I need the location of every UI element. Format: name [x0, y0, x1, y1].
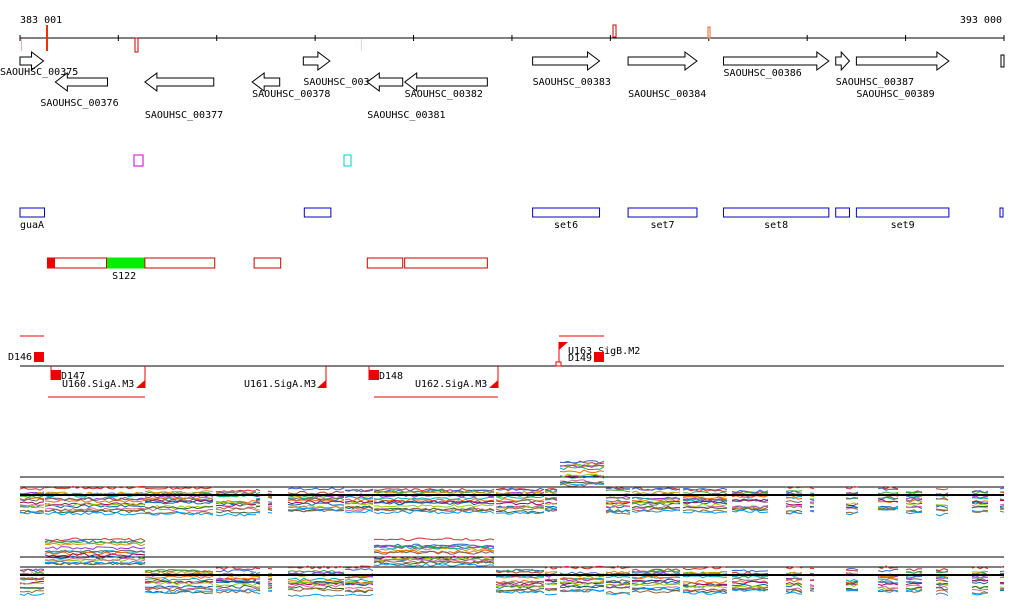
regulon[interactable]: [253, 257, 282, 269]
snp-marker[interactable]: [707, 26, 711, 39]
gene-saouhsc-00384[interactable]: SAOUHSC_00384: [627, 51, 706, 100]
gene-track: SAOUHSC_00375 SAOUHSC_00376 SAOUHSC_00377 S…: [0, 50, 1005, 121]
gene-label: SAOUHSC_00383: [533, 77, 611, 88]
gene-saouhsc-00376[interactable]: SAOUHSC_00376: [40, 72, 119, 109]
operon-set8[interactable]: set8: [723, 207, 830, 231]
promoter-label: U162.SigA.M3: [415, 379, 487, 390]
regulon-start-block: [47, 258, 55, 268]
gene-label: SAOUHSC_00384: [628, 89, 706, 100]
ruler-end-label: 393 000: [960, 15, 1002, 26]
promoter-label: D146: [8, 352, 32, 363]
operon-label: set7: [650, 220, 674, 231]
operon-guaA[interactable]: guaA: [19, 207, 46, 231]
gene-saouhsc-00375[interactable]: SAOUHSC_00375: [0, 50, 78, 78]
operon-label: set9: [891, 220, 915, 231]
gene-saouhsc-00386[interactable]: SAOUHSC_00386: [723, 51, 830, 79]
expression-track-plus: [19, 460, 1005, 517]
motif-marker[interactable]: [133, 154, 144, 167]
gene-saouhsc-00387[interactable]: SAOUHSC_00387: [835, 50, 914, 88]
promoter-u160-siga-m3[interactable]: U160.SigA.M3: [48, 366, 146, 398]
regulon[interactable]: [46, 257, 108, 269]
promoter-d146[interactable]: D146: [8, 335, 44, 363]
gene-label: SAOUHSC_00386: [724, 68, 802, 79]
gene-saouhsc-00389[interactable]: SAOUHSC_00389: [855, 51, 950, 100]
promoter-d149[interactable]: D149: [568, 352, 604, 364]
ruler-start-label: 383 001: [20, 15, 62, 26]
gene-label: SAOUHSC_00378: [252, 89, 330, 100]
snp-marker[interactable]: [46, 25, 48, 51]
promoter-d148[interactable]: D148: [368, 366, 403, 382]
gene-label: SAOUHSC_00387: [836, 77, 914, 88]
regulon[interactable]: [144, 257, 216, 269]
gene-saouhsc-00382[interactable]: SAOUHSC_00382: [403, 72, 488, 100]
operon-label: set8: [764, 220, 788, 231]
gene-label: SAOUHSC_00382: [405, 89, 483, 100]
promoter-u162-siga-m3[interactable]: U162.SigA.M3: [374, 366, 499, 398]
operon-label: set6: [554, 220, 578, 231]
snp-marker[interactable]: [612, 24, 617, 38]
gene-label: SAOUHSC_00375: [0, 67, 78, 78]
operon-set9[interactable]: set9: [855, 207, 950, 231]
gene-saouhsc-00380[interactable]: SAOUHSC_00380: [302, 51, 382, 88]
promoter-label: U161.SigA.M3: [244, 379, 316, 390]
regulon-track: S122: [46, 257, 488, 282]
gene-label: SAOUHSC_00389: [856, 89, 934, 100]
promoter-label: D149: [568, 353, 592, 364]
promoter-label: U163.SigB.M2: [568, 346, 640, 357]
snp-marker[interactable]: [134, 37, 139, 53]
gene-saouhsc-00381[interactable]: SAOUHSC_00381: [366, 72, 446, 121]
regulon-label: S122: [112, 271, 136, 282]
promoter-label: U160.SigA.M3: [62, 379, 134, 390]
gene-label: SAOUHSC_00377: [145, 110, 223, 121]
promoter-label: D148: [379, 371, 403, 382]
ruler: 383 001 393 000: [19, 15, 1005, 53]
regulon[interactable]: [366, 257, 404, 269]
expression-track-minus: [19, 537, 1005, 597]
regulon-s122[interactable]: S122: [106, 257, 146, 282]
regulon[interactable]: [404, 257, 488, 269]
gene-saouhsc-00377[interactable]: SAOUHSC_00377: [144, 72, 223, 121]
operon-set6[interactable]: set6: [532, 207, 601, 231]
gene-saouhsc-00378[interactable]: SAOUHSC_00378: [251, 71, 330, 100]
gene-label: SAOUHSC_00381: [367, 110, 445, 121]
motif-marker[interactable]: [343, 154, 352, 167]
operon[interactable]: [835, 207, 850, 218]
promoter-d147[interactable]: D147: [50, 366, 85, 382]
promoter-label: D147: [61, 371, 85, 382]
gene-label: SAOUHSC_00380: [303, 77, 381, 88]
operon[interactable]: [303, 207, 332, 218]
operon-track: guaA set6 set7 set8 set9: [19, 207, 950, 231]
promoter-u161-siga-m3[interactable]: U161.SigA.M3: [244, 366, 327, 390]
marker-track: [133, 154, 352, 167]
operon-label: guaA: [20, 220, 44, 231]
gene-label: SAOUHSC_00376: [40, 98, 118, 109]
promoter-u163-sigb-m2[interactable]: U163.SigB.M2: [555, 335, 640, 367]
gene-saouhsc-00383[interactable]: SAOUHSC_00383: [532, 51, 611, 88]
operon-set7[interactable]: set7: [627, 207, 698, 231]
